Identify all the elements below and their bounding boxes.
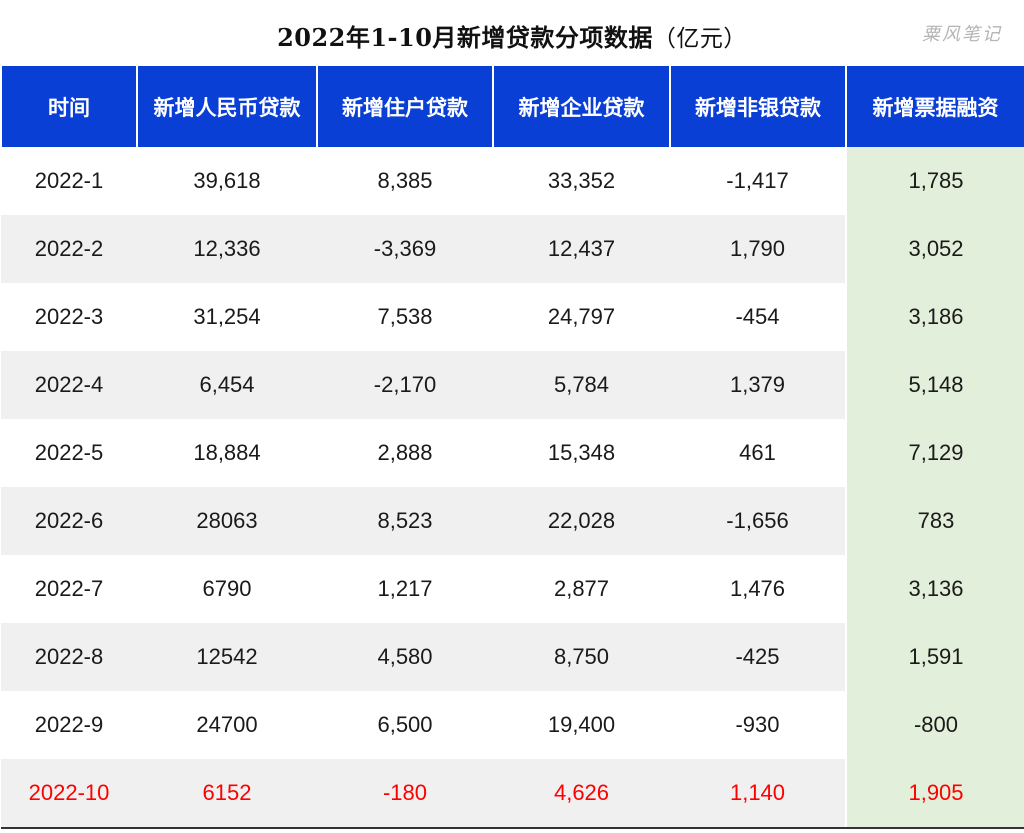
cell-bill-financing: -800 [845, 691, 1024, 759]
table-row: 2022-8 12542 4,580 8,750 -425 1,591 [1, 623, 1024, 691]
cell-bill-financing: 1,785 [845, 147, 1024, 215]
cell-time: 2022-9 [1, 691, 137, 759]
table-body: 2022-1 39,618 8,385 33,352 -1,417 1,785 2022-2… [1, 147, 1024, 829]
chart-title: 2022年1-10月新增贷款分项数据（亿元） [0, 18, 1024, 53]
cell-bill-financing: 1,905 [845, 759, 1024, 829]
cell-rmb-loans: 6790 [137, 555, 317, 623]
table-row: 2022-7 6790 1,217 2,877 1,476 3,136 [1, 555, 1024, 623]
table-row: 2022-10 6152 -180 4,626 1,140 1,905 [1, 759, 1024, 829]
cell-corporate-loans: 5,784 [493, 351, 670, 419]
cell-nonbank-loans: 1,790 [670, 215, 846, 283]
cell-bill-financing: 3,052 [845, 215, 1024, 283]
cell-nonbank-loans: -1,656 [670, 487, 846, 555]
column-header-household-loans: 新增住户贷款 [316, 66, 494, 147]
cell-household-loans: 8,385 [317, 147, 493, 215]
cell-nonbank-loans: 1,140 [670, 759, 846, 829]
table-row: 2022-2 12,336 -3,369 12,437 1,790 3,052 [1, 215, 1024, 283]
cell-household-loans: -180 [317, 759, 493, 829]
header-row: 时间 新增人民币贷款 新增住户贷款 新增企业贷款 新增非银贷款 新增票据融资 [0, 66, 1024, 147]
cell-time: 2022-8 [1, 623, 137, 691]
column-header-nonbank-loans: 新增非银贷款 [669, 66, 847, 147]
cell-rmb-loans: 28063 [137, 487, 317, 555]
title-text: 2022年1-10月新增贷款分项数据 [277, 23, 653, 52]
cell-bill-financing: 3,136 [845, 555, 1024, 623]
data-table: 时间 新增人民币贷款 新增住户贷款 新增企业贷款 新增非银贷款 新增票据融资 2… [0, 66, 1024, 829]
cell-rmb-loans: 12542 [137, 623, 317, 691]
table-row: 2022-4 6,454 -2,170 5,784 1,379 5,148 [1, 351, 1024, 419]
cell-time: 2022-4 [1, 351, 137, 419]
cell-household-loans: -3,369 [317, 215, 493, 283]
cell-household-loans: 1,217 [317, 555, 493, 623]
table-row: 2022-1 39,618 8,385 33,352 -1,417 1,785 [1, 147, 1024, 215]
cell-corporate-loans: 12,437 [493, 215, 670, 283]
cell-rmb-loans: 31,254 [137, 283, 317, 351]
cell-bill-financing: 783 [845, 487, 1024, 555]
cell-corporate-loans: 2,877 [493, 555, 670, 623]
cell-nonbank-loans: 1,379 [670, 351, 846, 419]
cell-rmb-loans: 12,336 [137, 215, 317, 283]
cell-corporate-loans: 24,797 [493, 283, 670, 351]
cell-household-loans: -2,170 [317, 351, 493, 419]
cell-nonbank-loans: -454 [670, 283, 846, 351]
cell-corporate-loans: 4,626 [493, 759, 670, 829]
cell-corporate-loans: 8,750 [493, 623, 670, 691]
cell-household-loans: 6,500 [317, 691, 493, 759]
cell-time: 2022-6 [1, 487, 137, 555]
cell-bill-financing: 1,591 [845, 623, 1024, 691]
cell-nonbank-loans: -1,417 [670, 147, 846, 215]
table-row: 2022-3 31,254 7,538 24,797 -454 3,186 [1, 283, 1024, 351]
table-row: 2022-5 18,884 2,888 15,348 461 7,129 [1, 419, 1024, 487]
cell-rmb-loans: 6152 [137, 759, 317, 829]
cell-household-loans: 2,888 [317, 419, 493, 487]
cell-bill-financing: 7,129 [845, 419, 1024, 487]
cell-nonbank-loans: -425 [670, 623, 846, 691]
column-header-bill-financing: 新增票据融资 [845, 66, 1024, 147]
cell-nonbank-loans: 461 [670, 419, 846, 487]
cell-rmb-loans: 24700 [137, 691, 317, 759]
cell-time: 2022-3 [1, 283, 137, 351]
cell-time: 2022-2 [1, 215, 137, 283]
cell-nonbank-loans: -930 [670, 691, 846, 759]
cell-time: 2022-1 [1, 147, 137, 215]
column-header-time: 时间 [0, 66, 138, 147]
title-unit: （亿元） [652, 26, 747, 52]
cell-corporate-loans: 19,400 [493, 691, 670, 759]
column-header-rmb-loans: 新增人民币贷款 [136, 66, 318, 147]
cell-rmb-loans: 39,618 [137, 147, 317, 215]
cell-time: 2022-7 [1, 555, 137, 623]
watermark: 粟风笔记 [922, 24, 1002, 45]
cell-corporate-loans: 22,028 [493, 487, 670, 555]
cell-rmb-loans: 6,454 [137, 351, 317, 419]
cell-household-loans: 7,538 [317, 283, 493, 351]
cell-corporate-loans: 33,352 [493, 147, 670, 215]
cell-bill-financing: 5,148 [845, 351, 1024, 419]
cell-time: 2022-5 [1, 419, 137, 487]
cell-nonbank-loans: 1,476 [670, 555, 846, 623]
cell-household-loans: 4,580 [317, 623, 493, 691]
cell-time: 2022-10 [1, 759, 137, 829]
column-header-corporate-loans: 新增企业贷款 [492, 66, 671, 147]
cell-household-loans: 8,523 [317, 487, 493, 555]
cell-bill-financing: 3,186 [845, 283, 1024, 351]
table-row: 2022-9 24700 6,500 19,400 -930 -800 [1, 691, 1024, 759]
table-row: 2022-6 28063 8,523 22,028 -1,656 783 [1, 487, 1024, 555]
cell-rmb-loans: 18,884 [137, 419, 317, 487]
cell-corporate-loans: 15,348 [493, 419, 670, 487]
